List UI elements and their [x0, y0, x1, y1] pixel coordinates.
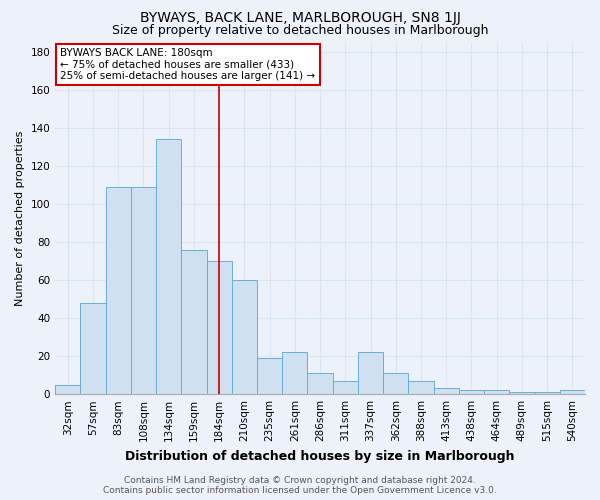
Text: BYWAYS, BACK LANE, MARLBOROUGH, SN8 1JJ: BYWAYS, BACK LANE, MARLBOROUGH, SN8 1JJ: [140, 11, 460, 25]
Bar: [358, 352, 383, 394]
Bar: [332, 381, 358, 394]
Text: Size of property relative to detached houses in Marlborough: Size of property relative to detached ho…: [112, 24, 488, 37]
Y-axis label: Number of detached properties: Number of detached properties: [15, 130, 25, 306]
Bar: [409, 381, 434, 394]
Bar: [282, 352, 307, 394]
Bar: [181, 250, 206, 394]
Bar: [80, 303, 106, 394]
X-axis label: Distribution of detached houses by size in Marlborough: Distribution of detached houses by size …: [125, 450, 515, 462]
Text: Contains HM Land Registry data © Crown copyright and database right 2024.
Contai: Contains HM Land Registry data © Crown c…: [103, 476, 497, 495]
Bar: [459, 390, 484, 394]
Bar: [206, 261, 232, 394]
Bar: [434, 388, 459, 394]
Bar: [131, 187, 156, 394]
Bar: [535, 392, 560, 394]
Bar: [509, 392, 535, 394]
Bar: [307, 374, 332, 394]
Bar: [106, 187, 131, 394]
Bar: [484, 390, 509, 394]
Bar: [156, 140, 181, 394]
Bar: [55, 384, 80, 394]
Bar: [383, 374, 409, 394]
Bar: [560, 390, 585, 394]
Bar: [232, 280, 257, 394]
Text: BYWAYS BACK LANE: 180sqm
← 75% of detached houses are smaller (433)
25% of semi-: BYWAYS BACK LANE: 180sqm ← 75% of detach…: [61, 48, 316, 81]
Bar: [257, 358, 282, 394]
